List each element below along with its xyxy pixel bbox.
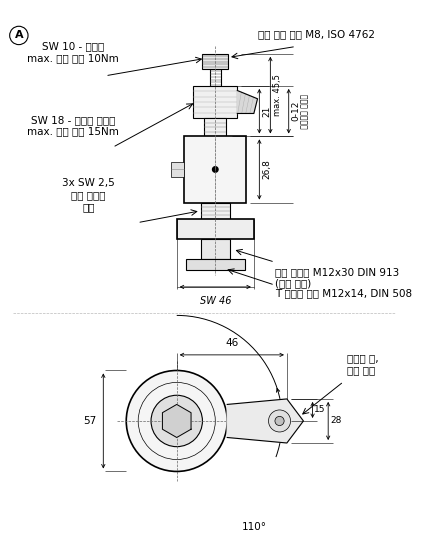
Text: 57: 57 xyxy=(83,416,96,426)
Text: 소켓 헤드 나사 M8, ISO 4762: 소켓 헤드 나사 M8, ISO 4762 xyxy=(258,29,375,39)
Text: 46: 46 xyxy=(225,338,238,348)
Text: SW 18 - 작업물 클램핑
max. 조임 토크 15Nm: SW 18 - 작업물 클램핑 max. 조임 토크 15Nm xyxy=(27,115,119,136)
Circle shape xyxy=(275,416,284,426)
Bar xyxy=(186,260,245,271)
Bar xyxy=(201,239,230,260)
Bar xyxy=(184,136,246,202)
Circle shape xyxy=(269,410,290,432)
Text: 26,8: 26,8 xyxy=(262,160,271,179)
Text: 110°: 110° xyxy=(242,521,267,531)
Text: 클램핑 스트로크: 클램핑 스트로크 xyxy=(299,94,308,129)
Polygon shape xyxy=(163,404,191,437)
Text: max. 45,5: max. 45,5 xyxy=(273,74,282,116)
Text: 클램핑 조,
교환 가능: 클램핑 조, 교환 가능 xyxy=(347,354,379,375)
Text: 3x SW 2,5
높이 스토의
조절: 3x SW 2,5 높이 스토의 조절 xyxy=(62,179,115,212)
Bar xyxy=(204,118,226,136)
Circle shape xyxy=(151,395,202,447)
Text: 28: 28 xyxy=(330,416,341,426)
Bar xyxy=(171,162,184,177)
Bar xyxy=(193,86,237,118)
Text: T 슬롯용 너트 M12x14, DIN 508: T 슬롯용 너트 M12x14, DIN 508 xyxy=(275,288,412,298)
Text: A: A xyxy=(14,30,23,41)
Bar xyxy=(202,54,228,69)
Bar xyxy=(177,219,254,239)
Polygon shape xyxy=(227,399,303,443)
Text: 21: 21 xyxy=(262,106,271,117)
Bar xyxy=(201,202,230,219)
Circle shape xyxy=(126,371,227,471)
Circle shape xyxy=(165,409,189,433)
Text: SW 46: SW 46 xyxy=(200,296,231,306)
Text: SW 10 - 블로킹
max. 조임 토크 10Nm: SW 10 - 블로킹 max. 조임 토크 10Nm xyxy=(27,41,119,63)
Text: 15: 15 xyxy=(314,405,326,415)
Circle shape xyxy=(212,167,218,172)
Text: 나사 스터드 M12x30 DIN 913
(교환 가능): 나사 스터드 M12x30 DIN 913 (교환 가능) xyxy=(275,267,399,288)
Circle shape xyxy=(173,417,181,425)
Polygon shape xyxy=(237,91,258,113)
Text: 0-12: 0-12 xyxy=(292,101,300,122)
